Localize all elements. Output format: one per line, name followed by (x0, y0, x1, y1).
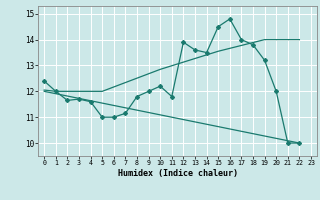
X-axis label: Humidex (Indice chaleur): Humidex (Indice chaleur) (118, 169, 238, 178)
